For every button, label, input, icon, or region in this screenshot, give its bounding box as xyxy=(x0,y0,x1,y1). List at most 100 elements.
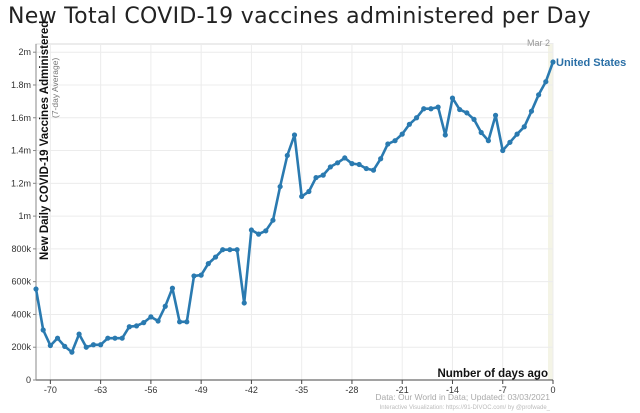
data-point xyxy=(421,106,427,112)
x-tick-label: -70 xyxy=(44,385,57,395)
x-tick-label: -21 xyxy=(396,385,409,395)
x-tick-label: -49 xyxy=(195,385,208,395)
page-title: New Total COVID-19 vaccines administered… xyxy=(8,4,591,29)
y-tick-label: 800k xyxy=(11,244,31,254)
y-tick-label: 1.4m xyxy=(11,146,31,156)
data-point xyxy=(98,342,104,348)
data-point xyxy=(76,331,82,337)
data-point xyxy=(299,193,305,200)
data-point xyxy=(241,300,247,306)
data-point xyxy=(370,167,377,173)
data-point xyxy=(428,106,434,112)
y-tick-label: 200k xyxy=(11,342,31,352)
data-point xyxy=(485,138,491,144)
y-tick-label: 1.8m xyxy=(11,80,31,90)
data-point xyxy=(177,319,183,325)
data-point xyxy=(399,131,405,137)
data-point xyxy=(148,314,154,320)
data-point xyxy=(198,272,204,278)
data-point xyxy=(457,106,463,113)
data-point xyxy=(133,323,140,329)
data-point xyxy=(255,231,262,237)
data-point xyxy=(363,165,369,172)
data-point xyxy=(62,343,68,349)
x-tick-label: -14 xyxy=(446,385,459,395)
data-point xyxy=(342,155,348,161)
data-point xyxy=(550,59,556,65)
data-point xyxy=(191,273,197,279)
data-point xyxy=(507,139,513,145)
y-tick-label: 600k xyxy=(11,277,31,287)
y-axis-label: New Daily COVID-19 Vaccines Administered xyxy=(39,21,51,260)
data-point xyxy=(334,160,341,166)
data-point xyxy=(54,335,61,341)
y-tick-label: 400k xyxy=(11,309,31,319)
y-tick-label: 0 xyxy=(26,375,31,385)
data-point xyxy=(263,228,269,234)
data-point xyxy=(514,131,520,137)
data-point xyxy=(270,217,276,223)
data-point xyxy=(378,156,384,162)
data-point xyxy=(220,247,226,253)
data-point xyxy=(69,349,75,355)
data-point xyxy=(119,335,125,341)
data-point xyxy=(406,121,412,127)
y-tick-label: 1.6m xyxy=(11,113,31,123)
data-point xyxy=(162,303,168,309)
series-end-label: United States xyxy=(556,57,626,69)
data-point xyxy=(385,141,391,147)
data-point xyxy=(349,161,355,167)
data-point xyxy=(306,188,312,195)
data-point xyxy=(528,108,535,114)
x-tick-label: 0 xyxy=(550,385,555,395)
series-layer xyxy=(33,59,556,355)
x-tick-label: -28 xyxy=(345,385,358,395)
data-point xyxy=(291,132,298,138)
plot-frame xyxy=(35,43,554,381)
data-point xyxy=(33,286,39,292)
data-point xyxy=(313,174,319,181)
data-point xyxy=(227,247,233,253)
data-point xyxy=(449,95,456,101)
data-point xyxy=(248,227,255,233)
recent-highlight-band xyxy=(548,44,553,380)
data-point xyxy=(492,112,499,118)
x-tick-label: -35 xyxy=(295,385,308,395)
x-axis-ticks: -70 -63 -56 -49 -42 -35 -28 -21 -14 -7 0 xyxy=(44,380,556,395)
y-tick-label: 2m xyxy=(18,47,31,57)
data-point xyxy=(184,319,190,325)
data-point xyxy=(234,247,240,253)
date-label: Mar 2 xyxy=(527,38,550,48)
x-tick-label: -42 xyxy=(245,385,258,395)
data-point xyxy=(284,152,290,159)
data-point xyxy=(169,285,176,291)
gridlines xyxy=(36,44,554,380)
data-point xyxy=(464,110,470,116)
data-point xyxy=(90,342,97,348)
credit-note: Interactive Visualization: https://91-DI… xyxy=(380,405,551,411)
data-point xyxy=(521,124,527,130)
x-tick-label: -63 xyxy=(94,385,107,395)
data-point xyxy=(471,116,477,122)
data-point xyxy=(327,164,334,170)
x-tick-label: -56 xyxy=(144,385,157,395)
y-axis-sublabel: (7-day Average) xyxy=(50,58,60,118)
data-point xyxy=(320,172,326,178)
data-point xyxy=(155,318,161,324)
data-point xyxy=(212,254,219,260)
data-point xyxy=(205,261,211,267)
data-point xyxy=(277,183,283,190)
data-point xyxy=(83,344,89,350)
data-point xyxy=(442,132,448,138)
data-point xyxy=(543,79,549,85)
source-note: Data: Our World in Data; Updated: 03/03/… xyxy=(375,392,550,402)
x-axis-label: Number of days ago xyxy=(437,368,548,380)
y-tick-label: 1.2m xyxy=(11,178,31,188)
x-tick-label: -7 xyxy=(499,385,507,395)
y-axis-ticks: 0 200k 400k 600k 800k 1m 1.2m 1.4m 1.6m 1.8m 2m xyxy=(11,47,36,385)
data-point xyxy=(47,342,53,349)
data-point xyxy=(392,138,398,144)
data-point xyxy=(413,115,420,121)
data-point xyxy=(500,147,506,154)
